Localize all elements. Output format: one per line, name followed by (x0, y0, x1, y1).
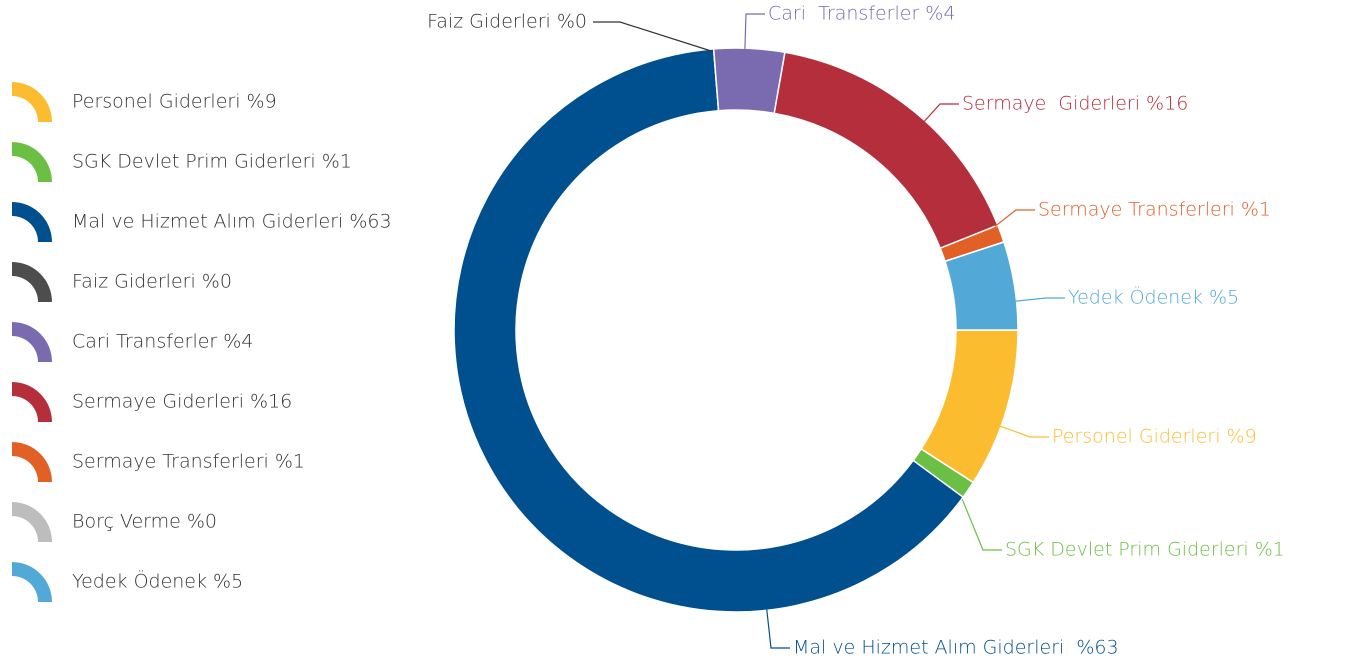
donut-slice (712, 47, 786, 115)
legend-swatch (12, 262, 52, 302)
leader-line (922, 103, 959, 124)
legend-swatch (12, 502, 52, 542)
leader-line (997, 424, 1049, 438)
leader-line (593, 21, 715, 53)
legend-swatch (12, 562, 52, 602)
legend-label: Yedek Ödenek %5 (72, 570, 243, 593)
legend-swatch (12, 442, 52, 482)
legend-label: Sermaye Giderleri %16 (72, 391, 292, 413)
legend-swatch (12, 82, 52, 122)
leader-line (1013, 297, 1065, 302)
data-label: Yedek Ödenek %5 (1068, 286, 1239, 309)
legend-label: SGK Devlet Prim Giderleri %1 (72, 151, 352, 173)
donut-slice (453, 48, 965, 613)
data-label: Personel Giderleri %9 (1052, 426, 1257, 448)
legend-label: Cari Transferler %4 (72, 331, 253, 353)
leader-line (765, 607, 790, 649)
data-label: Sermaye Giderleri %16 (962, 93, 1188, 115)
data-label: Sermaye Transferleri %1 (1038, 199, 1271, 221)
legend-swatch (12, 202, 52, 242)
legend-label: Personel Giderleri %9 (72, 91, 277, 113)
donut-slice (944, 241, 1019, 331)
data-label: Cari Transferler %4 (768, 3, 955, 25)
legend-swatch (12, 322, 52, 362)
data-label: Mal ve Hizmet Alım Giderleri %63 (793, 637, 1119, 659)
leader-line (744, 13, 765, 52)
legend-swatch (12, 142, 52, 182)
legend-label: Sermaye Transferleri %1 (72, 451, 305, 473)
data-label: Faiz Giderleri %0 (427, 11, 587, 33)
leader-line (994, 209, 1035, 227)
data-label: SGK Devlet Prim Giderleri %1 (1005, 539, 1285, 561)
leader-line (960, 495, 1002, 551)
donut-slice (773, 51, 999, 250)
legend-label: Mal ve Hizmet Alım Giderleri %63 (72, 211, 392, 233)
legend-label: Faiz Giderleri %0 (72, 271, 232, 293)
legend-label: Borç Verme %0 (72, 511, 217, 533)
legend-swatch (12, 382, 52, 422)
